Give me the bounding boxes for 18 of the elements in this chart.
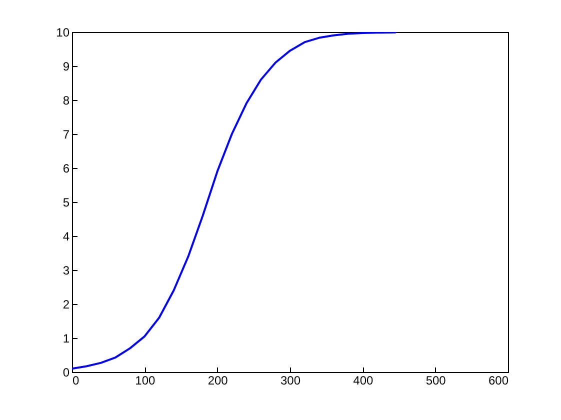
y-tick-label: 1 xyxy=(62,332,70,346)
y-tick-label: 2 xyxy=(62,298,70,312)
x-tick-label: 200 xyxy=(208,374,228,388)
y-tick-label: 4 xyxy=(62,230,70,244)
line-series xyxy=(72,32,396,370)
y-tick-label: 7 xyxy=(62,128,70,142)
y-tick-label: 9 xyxy=(62,60,70,74)
x-tick-label: 100 xyxy=(135,374,156,388)
y-tick-label: 5 xyxy=(62,196,70,210)
y-tick-label: 10 xyxy=(56,26,70,40)
y-tick-label: 6 xyxy=(62,162,70,176)
x-tick-label: 300 xyxy=(280,374,301,388)
y-tick-label: 3 xyxy=(62,264,70,278)
y-tick-label: 8 xyxy=(62,94,70,108)
x-tick-label: 500 xyxy=(426,374,446,388)
x-tick-label: 0 xyxy=(72,374,80,388)
x-tick-label: 600 xyxy=(488,374,509,388)
x-tick-label: 400 xyxy=(353,374,374,388)
